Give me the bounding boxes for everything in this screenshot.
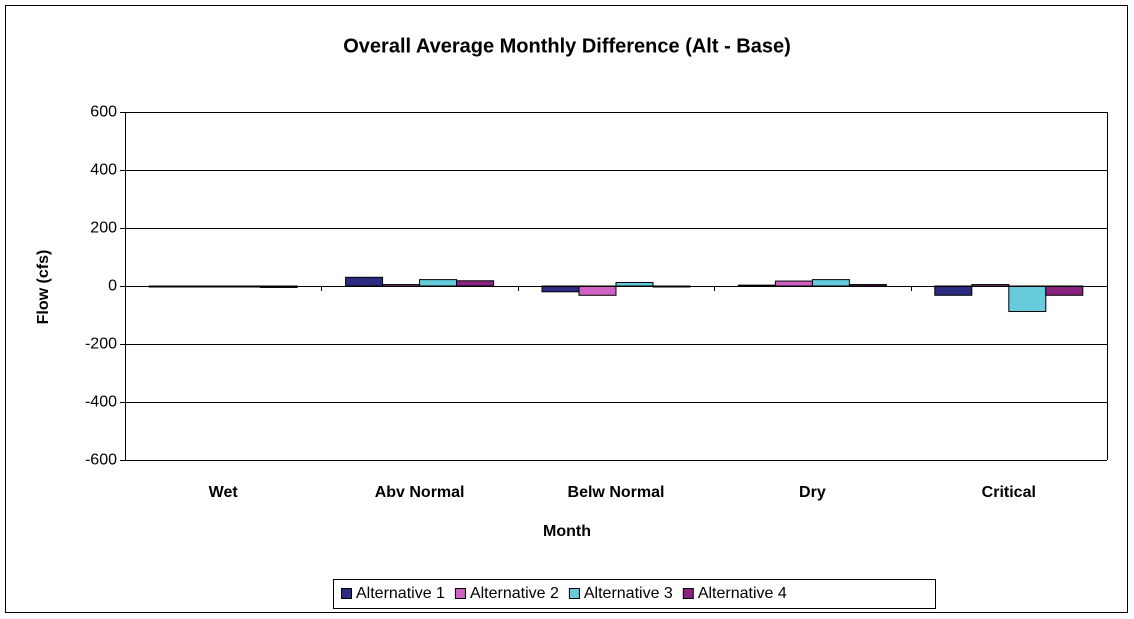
bar	[934, 285, 973, 296]
y-tick-label: 200	[90, 220, 117, 237]
legend-label: Alternative 3	[584, 585, 673, 602]
bar	[774, 280, 813, 287]
legend-label: Alternative 1	[356, 585, 445, 602]
legend-swatch	[341, 588, 352, 599]
y-tick-label: 600	[90, 104, 117, 121]
bar	[1008, 285, 1047, 313]
x-tick-label: Critical	[982, 484, 1036, 501]
x-tick-label: Belw Normal	[568, 484, 665, 501]
x-tick-label: Abv Normal	[375, 484, 465, 501]
bar	[811, 279, 850, 287]
legend-swatch	[568, 588, 580, 599]
y-tick-label: -600	[85, 452, 117, 469]
x-tick-label: Dry	[799, 484, 826, 501]
y-tick-label: 400	[90, 162, 117, 179]
bar	[345, 276, 384, 287]
y-tick-label: -200	[85, 336, 117, 353]
chart-border	[5, 5, 1128, 613]
legend-box	[333, 579, 936, 609]
bar	[848, 284, 887, 287]
y-tick-label: -400	[85, 394, 117, 411]
bar	[615, 282, 654, 287]
legend-label: Alternative 2	[470, 585, 559, 602]
legend-label: Alternative 4	[698, 585, 787, 602]
legend-swatch	[682, 588, 694, 599]
x-tick-label: Wet	[209, 484, 239, 501]
bar	[971, 284, 1010, 287]
y-tick-label: 0	[108, 278, 117, 295]
x-axis-title: Month	[543, 523, 591, 540]
bar	[456, 280, 495, 287]
bar	[578, 285, 617, 296]
bar	[1045, 285, 1084, 296]
chart-title: Overall Average Monthly Difference (Alt …	[343, 35, 791, 57]
legend-swatch	[454, 588, 466, 599]
bar	[737, 284, 776, 287]
bar	[382, 284, 421, 287]
bar	[419, 279, 458, 287]
y-axis-title: Flow (cfs)	[35, 250, 52, 325]
